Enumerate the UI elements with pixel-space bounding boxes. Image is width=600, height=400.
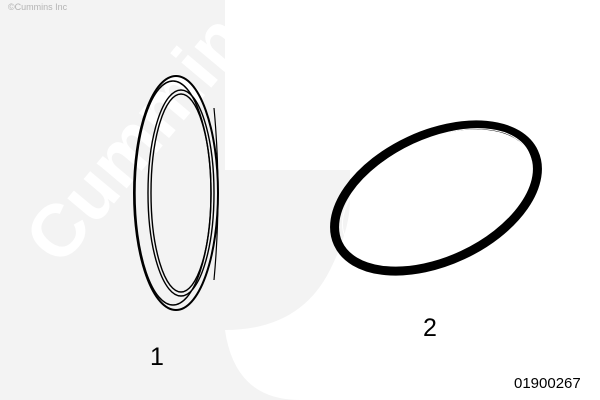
watermark: Cummins ©Cummins Inc	[0, 0, 458, 400]
o-ring-inner-edge	[150, 93, 212, 293]
callout-1: 1	[150, 343, 164, 371]
seal-ring-band	[330, 120, 542, 276]
watermark-logo-arc	[225, 0, 458, 400]
part-1-o-ring	[133, 75, 219, 311]
seal-ring-inner-edge	[341, 128, 533, 262]
o-ring-side-shading	[213, 107, 219, 281]
figure-number: 01900267	[514, 375, 581, 392]
watermark-copyright: ©Cummins Inc	[8, 2, 68, 12]
part-2-seal-ring	[330, 120, 542, 276]
callout-2: 2	[423, 314, 437, 342]
o-ring-inner-lip	[147, 89, 215, 297]
